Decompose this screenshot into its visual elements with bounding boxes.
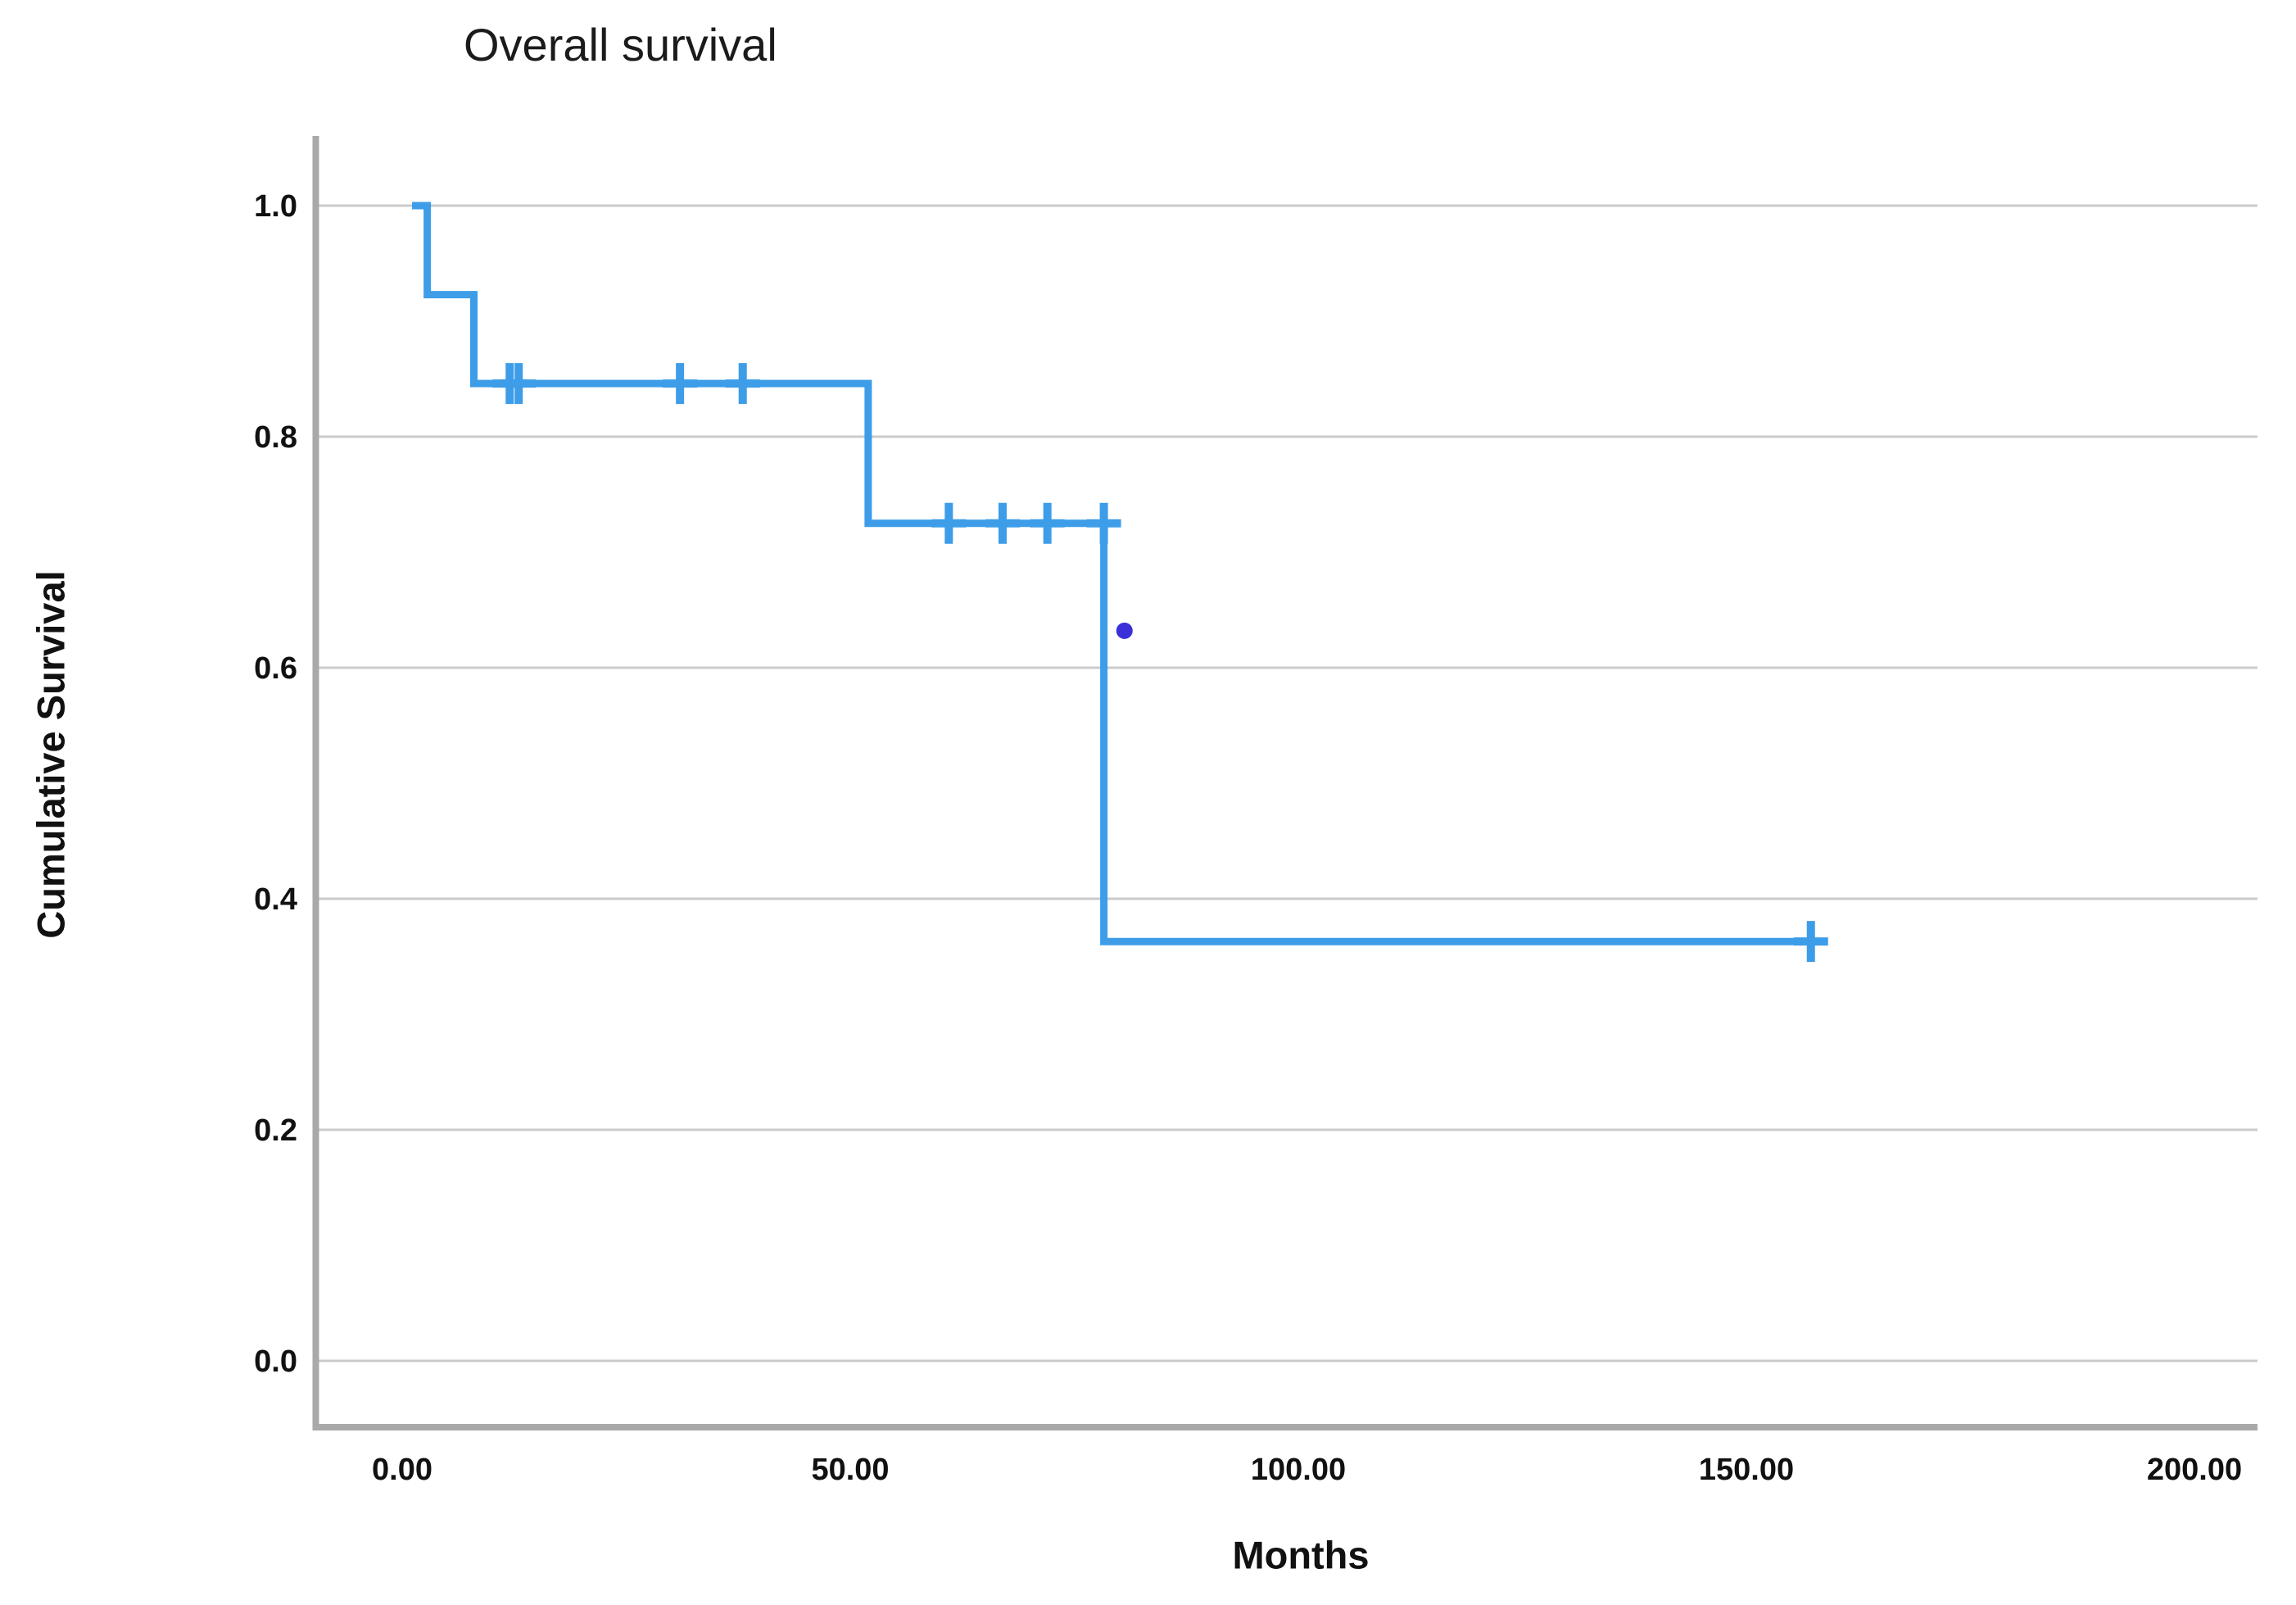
- x-tick-label: 0.00: [372, 1453, 432, 1487]
- y-tick-label: 0.6: [254, 651, 297, 686]
- x-tick-label: 50.00: [811, 1453, 889, 1487]
- y-tick-label: 0.0: [254, 1344, 297, 1379]
- y-tick-label: 1.0: [254, 189, 297, 224]
- y-tick-label: 0.2: [254, 1113, 297, 1148]
- chart-title: Overall survival: [464, 19, 777, 70]
- x-axis-title: Months: [1232, 1533, 1370, 1577]
- x-tick-label: 100.00: [1251, 1453, 1346, 1487]
- y-tick-label: 0.8: [254, 420, 297, 455]
- outlier-dot: [1116, 622, 1133, 639]
- x-tick-label: 150.00: [1699, 1453, 1794, 1487]
- x-tick-label: 200.00: [2147, 1453, 2242, 1487]
- survival-curve: [412, 202, 1821, 945]
- y-tick-label: 0.4: [254, 882, 297, 917]
